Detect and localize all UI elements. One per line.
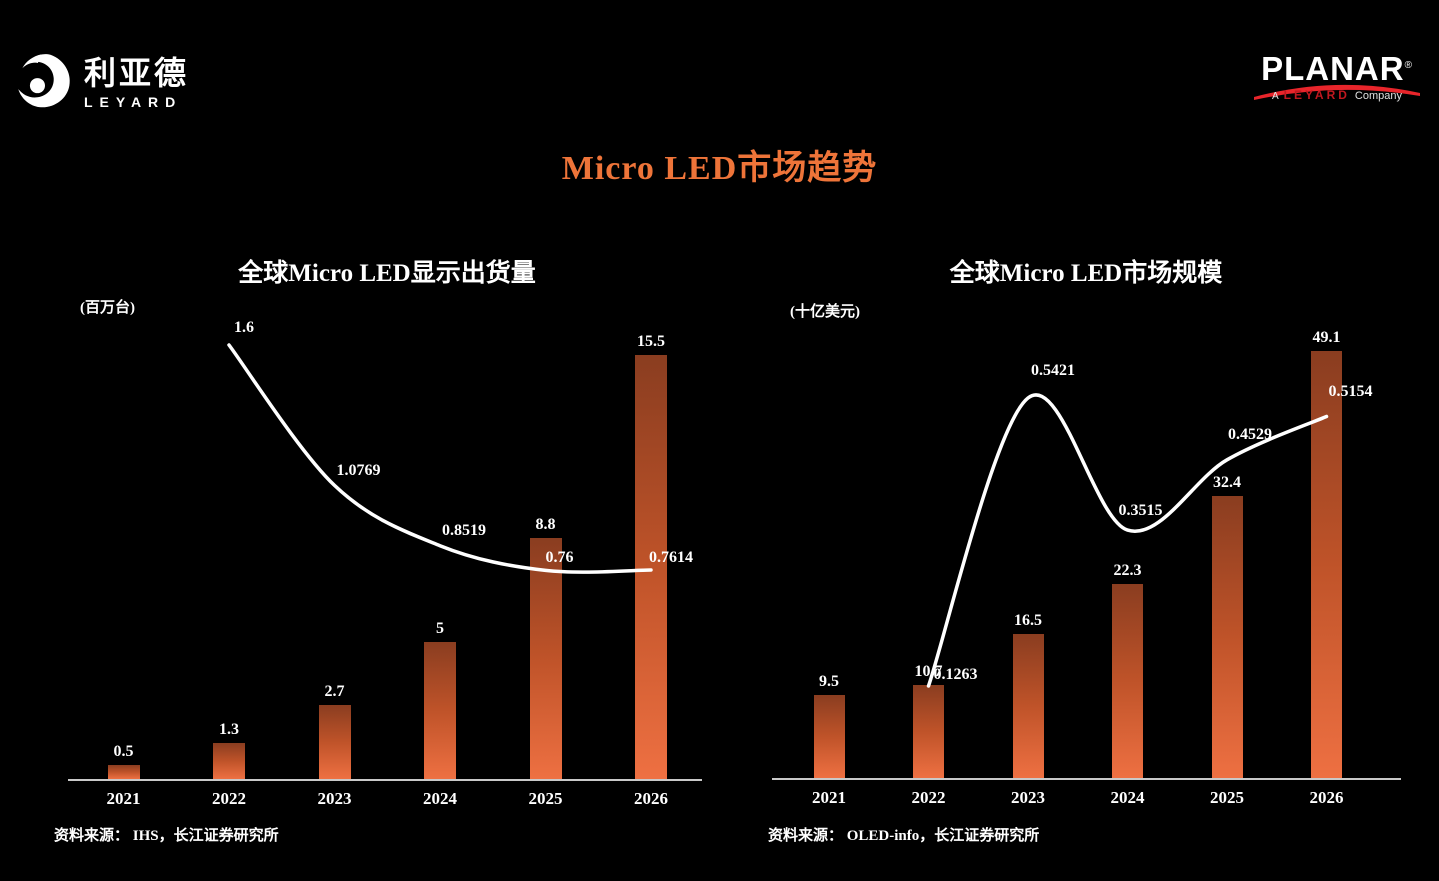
planar-tagline: A LEYARD Company bbox=[1251, 88, 1423, 102]
planar-tagline-company: Company bbox=[1354, 90, 1402, 102]
market-chart-title: 全球Micro LED市场规模 bbox=[949, 260, 1223, 287]
market-bar-2021 bbox=[813, 695, 845, 778]
market-line-value-2023: 0.5421 bbox=[1031, 362, 1075, 379]
market-bar-value-2025: 32.4 bbox=[1213, 474, 1241, 492]
shipments-bar-2023 bbox=[318, 705, 351, 779]
shipments-bar-2024 bbox=[424, 642, 456, 779]
market-axis-label-2024: 2024 bbox=[1110, 788, 1145, 807]
shipments-line-value-2023: 1.0769 bbox=[336, 462, 381, 480]
market-bar-2023 bbox=[1012, 634, 1044, 778]
market-bar-2022 bbox=[913, 684, 944, 778]
shipments-axis-label-2021: 2021 bbox=[106, 789, 141, 808]
page-title: Micro LED市场趋势 bbox=[561, 150, 878, 187]
shipments-axis-label-2022: 2022 bbox=[212, 789, 246, 808]
market-line-value-2025: 0.4529 bbox=[1228, 425, 1272, 443]
shipments-bar-value-2023: 2.7 bbox=[324, 683, 345, 701]
market-axis-label-2022: 2022 bbox=[911, 788, 946, 807]
market-axis-label-2025: 2025 bbox=[1210, 788, 1244, 807]
shipments-bar-value-2022: 1.3 bbox=[219, 721, 239, 739]
market-bar-2024 bbox=[1112, 583, 1143, 778]
shipments-axis-label-2023: 2023 bbox=[317, 789, 352, 808]
shipments-chart-source: 资料来源： IHS，长江证券研究所 bbox=[54, 828, 279, 844]
leyard-logo-en: LEYARD bbox=[84, 93, 183, 110]
market-bar-value-2023: 16.5 bbox=[1014, 612, 1042, 630]
market-bar-value-2026: 49.1 bbox=[1312, 328, 1341, 346]
leyard-swirl-icon bbox=[16, 52, 74, 115]
shipments-line-value-2024: 0.8519 bbox=[442, 521, 486, 539]
shipments-line-value-2026: 0.7614 bbox=[649, 549, 693, 566]
market-line-value-2026: 0.5154 bbox=[1328, 382, 1373, 400]
leyard-logo: 利亚德 LEYARD bbox=[16, 52, 189, 115]
market-chart-source: 资料来源： OLED-info，长江证券研究所 bbox=[768, 828, 1040, 844]
shipments-line-value-2025: 0.76 bbox=[545, 549, 574, 567]
market-bar-value-2024: 22.3 bbox=[1113, 561, 1142, 579]
planar-tagline-leyard: LEYARD bbox=[1283, 88, 1350, 102]
shipments-axis-label-2024: 2024 bbox=[423, 789, 457, 808]
leyard-logo-cn: 利亚德 bbox=[84, 55, 190, 92]
shipments-bar-value-2025: 8.8 bbox=[535, 516, 556, 534]
market-bar-value-2021: 9.5 bbox=[819, 673, 839, 691]
shipments-bar-2022 bbox=[213, 743, 245, 779]
market-chart-unit: (十亿美元) bbox=[790, 304, 860, 320]
market-line-value-2024: 0.3515 bbox=[1118, 502, 1163, 520]
planar-swoosh-icon bbox=[1254, 84, 1420, 100]
shipments-x-axis bbox=[68, 779, 702, 781]
shipments-line-value-2022: 1.6 bbox=[234, 319, 254, 336]
planar-logo-wordmark: PLANAR® bbox=[1261, 50, 1413, 87]
shipments-bar-2021 bbox=[107, 765, 140, 779]
market-axis-label-2023: 2023 bbox=[1011, 788, 1045, 807]
market-line-value-2022: 0.1263 bbox=[933, 666, 978, 683]
shipments-bar-2026 bbox=[635, 355, 667, 779]
shipments-chart-unit: (百万台) bbox=[80, 300, 135, 316]
market-axis-label-2021: 2021 bbox=[812, 788, 846, 807]
market-bar-2026 bbox=[1311, 350, 1342, 778]
market-x-axis bbox=[772, 778, 1401, 780]
shipments-axis-label-2026: 2026 bbox=[634, 789, 668, 808]
shipments-bar-value-2026: 15.5 bbox=[637, 333, 665, 351]
shipments-growth-line bbox=[227, 343, 653, 574]
shipments-bar-value-2021: 0.5 bbox=[113, 743, 134, 761]
planar-tagline-a: A bbox=[1272, 91, 1279, 102]
market-bar-2025 bbox=[1211, 496, 1243, 778]
shipments-bar-value-2024: 5 bbox=[436, 620, 444, 638]
shipments-axis-label-2025: 2025 bbox=[528, 789, 563, 808]
shipments-chart-title: 全球Micro LED显示出货量 bbox=[238, 260, 536, 287]
market-axis-label-2026: 2026 bbox=[1309, 788, 1344, 807]
registered-mark-icon: ® bbox=[1404, 60, 1413, 71]
planar-logo: PLANAR® A LEYARD Company bbox=[1251, 52, 1423, 102]
shipments-bar-2025 bbox=[529, 538, 562, 779]
